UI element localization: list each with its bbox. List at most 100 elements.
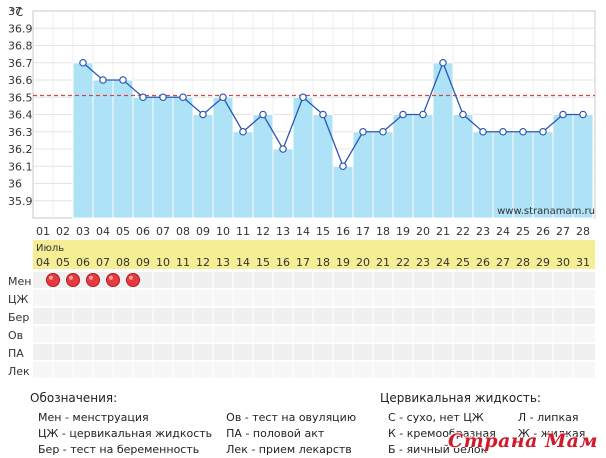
unit-label: °C xyxy=(10,6,24,19)
menstruation-dot-highlight xyxy=(49,275,53,280)
y-tick-label: 35.9 xyxy=(8,195,33,208)
legend-item: ЦЖ - цервикальная жидкость xyxy=(38,427,213,440)
cycle-day-label: 07 xyxy=(156,225,170,238)
date-label: 05 xyxy=(56,256,70,269)
menstruation-dot-highlight xyxy=(129,275,133,280)
date-label: 16 xyxy=(276,256,290,269)
temp-bar xyxy=(212,96,234,219)
temperature-chart: 37 36.9 36.8 36.7 36.6 36.5 36.4 36.3 36.2 36.1 36… xyxy=(8,5,596,378)
temp-bar xyxy=(552,114,574,219)
cycle-day-label: 06 xyxy=(136,225,150,238)
y-axis: 37 36.9 36.8 36.7 36.6 36.5 36.4 36.3 36.2 36.1 36… xyxy=(8,5,33,208)
cycle-day-label: 18 xyxy=(376,225,390,238)
cycle-day-label: 24 xyxy=(496,225,510,238)
temp-bar xyxy=(332,165,354,219)
row-label: Бер xyxy=(8,311,29,324)
cycle-day-label: 21 xyxy=(436,225,450,238)
temp-bar xyxy=(72,62,94,219)
legend-item: Ов - тест на овуляцию xyxy=(226,411,357,424)
date-label: 24 xyxy=(436,256,450,269)
cycle-day-label: 15 xyxy=(316,225,330,238)
date-label: 25 xyxy=(456,256,470,269)
x-axis: 01 02 03 04 05 06 07 08 09 10 11 12 13 14 15 16 17 18 19 20… xyxy=(36,225,590,238)
row-bg xyxy=(33,290,595,306)
cycle-day-label: 26 xyxy=(536,225,550,238)
date-label: 20 xyxy=(356,256,370,269)
row-bg xyxy=(33,344,595,360)
temp-bar xyxy=(272,148,294,219)
temperature-bars xyxy=(72,62,594,219)
watermark: www.stranamam.ru xyxy=(497,206,595,217)
date-label: 26 xyxy=(476,256,490,269)
temp-point xyxy=(259,110,267,119)
y-tick-label: 37 xyxy=(8,5,22,18)
temp-point xyxy=(279,145,287,153)
temp-bar xyxy=(172,96,194,219)
date-label: 18 xyxy=(316,256,330,269)
temp-bar xyxy=(432,62,454,219)
temp-point xyxy=(319,110,327,119)
month-label: Июль xyxy=(36,243,64,254)
temp-point xyxy=(399,110,407,119)
temp-bar xyxy=(372,131,394,219)
cycle-day-label: 28 xyxy=(576,225,590,238)
temp-bar xyxy=(412,114,434,219)
legend-item: ПА - половой акт xyxy=(226,427,325,440)
date-label: 23 xyxy=(416,256,430,269)
brand-logo: Страна Мам xyxy=(447,430,598,452)
menstruation-dot-highlight xyxy=(89,275,93,280)
y-tick-label: 36.5 xyxy=(8,91,33,104)
temp-point xyxy=(179,93,187,102)
row-bg xyxy=(33,362,595,378)
temp-point xyxy=(539,127,547,136)
temp-point xyxy=(159,93,167,102)
y-tick-label: 36.3 xyxy=(8,126,33,139)
temperature-line xyxy=(79,58,587,171)
legend-item: Бер - тест на беременность xyxy=(38,443,200,456)
temp-bar xyxy=(132,96,154,219)
temp-point xyxy=(459,110,467,119)
date-label: 17 xyxy=(296,256,310,269)
legend-col-1: Мен - менструация ЦЖ - цервикальная жидк… xyxy=(30,410,212,458)
fluid-col-2: Л - липкая Ж - жидкая xyxy=(518,410,585,458)
date-label: 10 xyxy=(156,256,170,269)
fluid-item: Б - яичный белок xyxy=(388,443,488,456)
temp-point xyxy=(79,58,87,67)
row-bg xyxy=(33,308,595,324)
temp-point xyxy=(479,127,487,136)
temp-point xyxy=(219,93,227,102)
cycle-day-label: 10 xyxy=(216,225,230,238)
date-label: 29 xyxy=(536,256,550,269)
cycle-day-label: 22 xyxy=(456,225,470,238)
temp-bar xyxy=(312,114,334,219)
cycle-day-label: 11 xyxy=(236,225,250,238)
date-label: 14 xyxy=(236,256,250,269)
cycle-day-label: 03 xyxy=(76,225,90,238)
legend-item: Лек - прием лекарств xyxy=(226,443,352,456)
legend-item: Мен - менструация xyxy=(38,411,149,424)
date-label: 21 xyxy=(376,256,390,269)
cycle-day-label: 27 xyxy=(556,225,570,238)
fluid-legend: Цервикальная жидкость: С - сухо, нет ЦЖ … xyxy=(380,390,585,458)
date-label: 30 xyxy=(556,256,570,269)
y-tick-label: 36.9 xyxy=(8,22,33,35)
cycle-day-label: 19 xyxy=(396,225,410,238)
row-label: ПА xyxy=(8,347,24,360)
date-label: 04 xyxy=(36,256,50,269)
temp-point xyxy=(99,76,107,84)
y-tick-label: 36.1 xyxy=(8,160,33,173)
y-tick-label: 36.7 xyxy=(8,57,33,70)
fluid-col-1: С - сухо, нет ЦЖ К - кремообразная Б - я… xyxy=(380,410,496,458)
menstruation-dot xyxy=(46,273,60,287)
menstruation-dot xyxy=(126,273,140,287)
temp-point xyxy=(299,93,307,102)
date-label: 13 xyxy=(216,256,230,269)
fluid-item: Л - липкая xyxy=(517,411,579,424)
fluid-legend-title: Цервикальная жидкость: xyxy=(380,391,541,405)
temp-bar xyxy=(112,79,134,219)
cycle-day-label: 13 xyxy=(276,225,290,238)
cycle-day-label: 14 xyxy=(296,225,310,238)
date-label: 12 xyxy=(196,256,210,269)
date-label: 11 xyxy=(176,256,190,269)
fluid-item: С - сухо, нет ЦЖ xyxy=(388,411,484,424)
